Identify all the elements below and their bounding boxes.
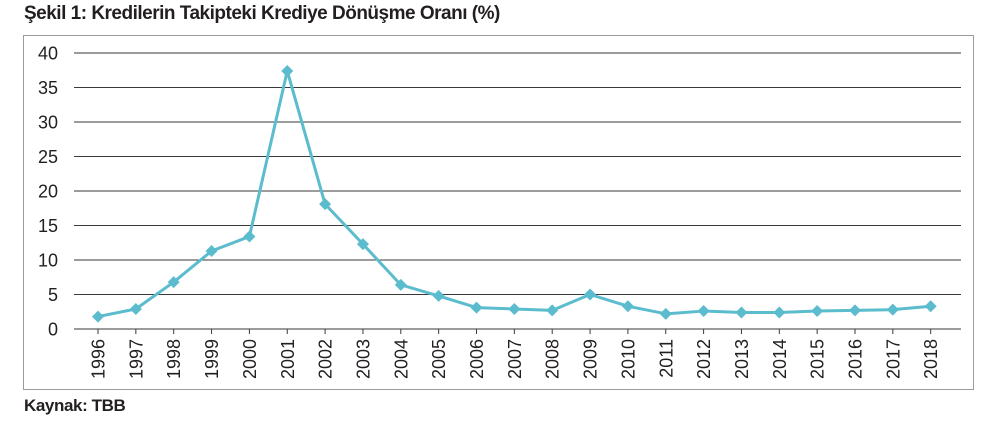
- data-point-2000: [243, 230, 256, 243]
- x-tick-label: 2002: [316, 339, 336, 379]
- x-tick-label: 2001: [278, 339, 298, 379]
- y-tick-label: 40: [38, 44, 58, 64]
- data-point-2012: [697, 305, 710, 318]
- x-tick-label: 1999: [202, 339, 222, 379]
- data-point-2006: [470, 301, 483, 314]
- data-point-2018: [924, 300, 937, 313]
- x-tick-label: 2016: [846, 339, 866, 379]
- data-point-2009: [584, 288, 597, 301]
- x-tick-label: 2014: [770, 339, 790, 379]
- gridlines: [74, 52, 961, 330]
- y-tick-label: 30: [38, 113, 58, 133]
- data-point-2008: [546, 304, 559, 317]
- y-tick-label: 25: [38, 147, 58, 167]
- data-point-2002: [319, 198, 332, 211]
- data-point-2010: [621, 300, 634, 313]
- data-point-1996: [92, 310, 104, 323]
- y-tick-label: 15: [38, 216, 58, 236]
- x-tick-label: 2006: [467, 339, 487, 379]
- x-tick-label: 1998: [164, 339, 184, 379]
- x-tick-label: 2015: [808, 339, 828, 379]
- series: [92, 64, 937, 323]
- x-tick-label: 2008: [543, 339, 563, 379]
- data-point-2001: [281, 64, 294, 77]
- x-tick-label: 2012: [694, 339, 714, 379]
- data-point-2007: [508, 302, 521, 315]
- series-line: [97, 69, 931, 319]
- x-tick-label: 1996: [89, 339, 109, 379]
- y-tick-label: 35: [38, 78, 58, 98]
- data-point-2015: [811, 305, 824, 318]
- x-tick-label: 2009: [581, 339, 601, 379]
- data-point-2017: [886, 303, 899, 316]
- data-point-1998: [167, 276, 180, 289]
- x-tick-label: 2013: [732, 339, 752, 379]
- x-tick-label: 2011: [656, 339, 676, 378]
- chart-frame: [23, 35, 974, 390]
- y-tick-label: 20: [38, 182, 58, 202]
- y-tick-label: 0: [48, 320, 58, 340]
- x-tick-label: 2017: [883, 339, 903, 379]
- x-axis-ticks: 1996 1997 1998 1999 2000 2001 2002 2003 2004 2005…: [89, 329, 941, 379]
- x-tick-label: 2018: [921, 339, 941, 379]
- data-point-2016: [849, 304, 861, 317]
- data-point-1999: [205, 245, 218, 258]
- x-tick-label: 2010: [618, 339, 638, 379]
- x-tick-label: 2004: [391, 339, 411, 379]
- y-tick-label: 10: [38, 251, 58, 271]
- figure-title: Şekil 1: Kredilerin Takipteki Krediye Dö…: [24, 3, 500, 24]
- data-point-2004: [394, 278, 407, 291]
- data-point-2005: [432, 289, 445, 302]
- x-tick-label: 2003: [353, 339, 373, 379]
- x-tick-label: 2000: [240, 339, 260, 379]
- x-tick-label: 1997: [126, 339, 146, 379]
- x-tick-label: 2007: [505, 339, 525, 379]
- data-point-2003: [356, 238, 369, 251]
- data-point-2013: [735, 306, 748, 319]
- data-point-2014: [773, 306, 786, 319]
- data-point-1997: [129, 302, 142, 315]
- y-axis-ticks: 0 5 10 15 20 25 30 35 40: [38, 44, 58, 340]
- source-note: Kaynak: TBB: [24, 396, 126, 415]
- data-point-2011: [659, 307, 672, 320]
- x-tick-label: 2005: [429, 339, 449, 379]
- y-tick-label: 5: [48, 285, 58, 305]
